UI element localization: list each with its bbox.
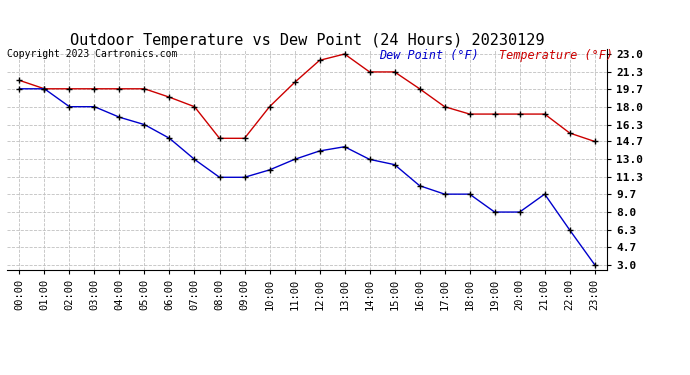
- Text: Temperature (°F): Temperature (°F): [499, 49, 613, 62]
- Title: Outdoor Temperature vs Dew Point (24 Hours) 20230129: Outdoor Temperature vs Dew Point (24 Hou…: [70, 33, 544, 48]
- Text: Copyright 2023 Cartronics.com: Copyright 2023 Cartronics.com: [7, 49, 177, 59]
- Text: Dew Point (°F): Dew Point (°F): [379, 49, 479, 62]
